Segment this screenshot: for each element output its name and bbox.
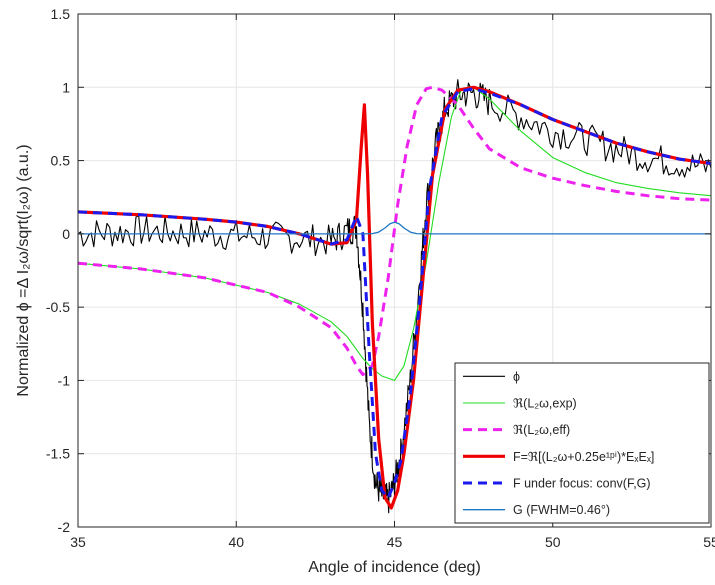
x-tick-label: 35	[70, 534, 86, 550]
y-tick-label: 1.5	[51, 6, 71, 22]
legend-box	[454, 362, 710, 524]
x-tick-label: 55	[703, 534, 715, 550]
series-line	[78, 221, 711, 235]
x-tick-label: 40	[228, 534, 244, 550]
legend-label: ϕ	[513, 370, 520, 384]
x-tick-label: 45	[387, 534, 403, 550]
x-tick-label: 50	[545, 534, 561, 550]
series-line	[78, 87, 711, 500]
y-tick-label: 0.5	[51, 153, 71, 169]
y-tick-label: -1	[58, 372, 71, 388]
legend-label: F=ℜ[(L₂ω+0.25e¹ᵖⁱ)*EₓEₓ]	[513, 450, 654, 464]
y-tick-label: -0.5	[46, 299, 70, 315]
y-axis-label: Normalized ϕ =Δ I₂ω/sqrt(I₂ω) (a.u.)	[15, 144, 32, 396]
legend-label: G (FWHM=0.46°)	[513, 503, 610, 517]
y-tick-label: -2	[58, 519, 71, 535]
x-axis-label: Angle of incidence (deg)	[308, 559, 481, 576]
y-tick-label: -1.5	[46, 446, 70, 462]
y-tick-label: 0	[62, 226, 70, 242]
legend-label: ℜ(L₂ω,eff)	[513, 423, 570, 437]
y-tick-label: 1	[62, 79, 70, 95]
plot-area	[78, 79, 711, 514]
legend-label: ℜ(L₂ω,exp)	[513, 397, 577, 411]
axes: 35 40 45 50 55 1.5 1 0.5 0 -0.5 -1 -1.5 -2	[46, 6, 715, 550]
series-line	[78, 85, 711, 377]
legend: ϕ ℜ(L₂ω,exp) ℜ(L₂ω,eff) F=ℜ[(L₂ω+0.25e¹ᵖⁱ)*…	[454, 362, 710, 524]
legend-label: F under focus: conv(F,G)	[513, 477, 651, 491]
series-group	[78, 79, 711, 514]
